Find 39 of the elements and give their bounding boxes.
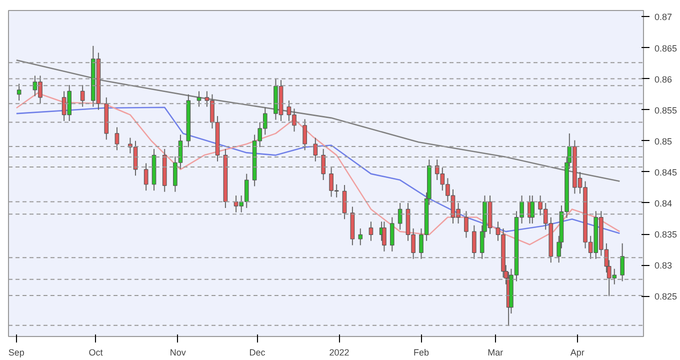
y-tick-label: 0.86 [654, 74, 672, 84]
x-tick-label: 2022 [329, 348, 350, 358]
candlestick [321, 148, 326, 181]
y-tick-label: 0.84 [654, 198, 672, 208]
candlestick [390, 216, 394, 252]
x-tick-label: Oct [88, 348, 104, 358]
x-tick-label: Nov [170, 348, 186, 358]
x-tick-label: Apr [570, 348, 584, 358]
x-tick-label: Sep [8, 348, 24, 358]
y-tick-label: 0.855 [654, 105, 678, 116]
candlestick [114, 126, 120, 151]
y-tick-label: 0.83 [654, 260, 672, 271]
candlestick [144, 162, 148, 192]
candlestick [342, 184, 347, 220]
candlestick [196, 90, 202, 108]
x-tick-label: Feb [413, 348, 430, 358]
line-series [16, 60, 620, 182]
candlestick [313, 137, 318, 162]
candlestick [464, 210, 468, 238]
y-tick-label: 0.87 [654, 12, 672, 22]
candlestick [16, 83, 22, 102]
y-tick-label: 0.835 [654, 230, 678, 240]
candlestick [244, 173, 249, 208]
candlestick [620, 242, 624, 282]
y-tick-label: 0.825 [654, 292, 678, 302]
x-tick-label: Dec [249, 348, 266, 358]
candlestick [368, 221, 374, 242]
y-tick-label: 0.85 [654, 136, 672, 146]
candlestick [382, 221, 386, 252]
candlestick [358, 228, 363, 246]
y-tick-label: 0.865 [654, 43, 678, 54]
line-series [16, 106, 620, 234]
candlestick [530, 195, 535, 224]
candlestick [80, 84, 85, 108]
candlestick [398, 202, 402, 230]
candlestick [302, 118, 307, 151]
candlestick [472, 224, 476, 260]
x-tick-label: Mar [488, 348, 504, 358]
y-tick-label: 0.845 [654, 167, 678, 178]
